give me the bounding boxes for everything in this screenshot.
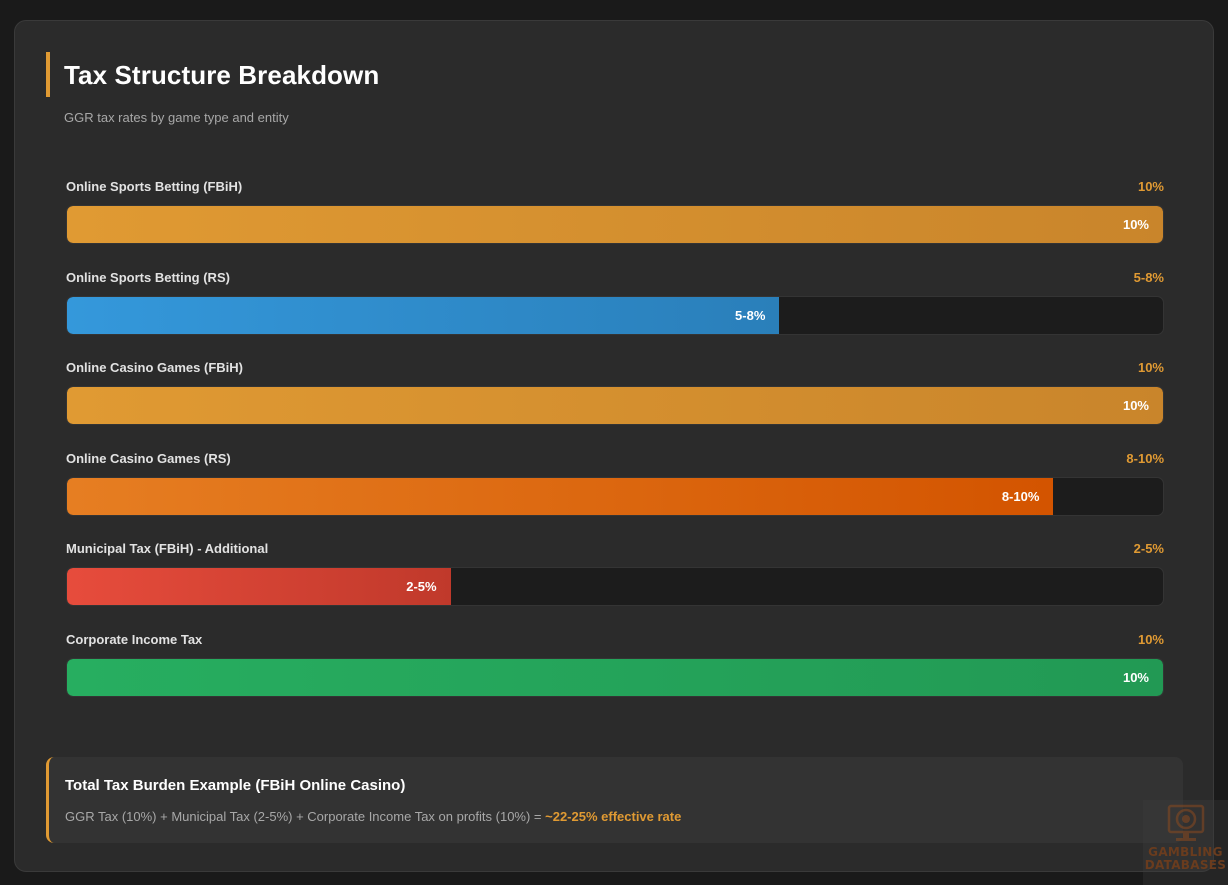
total-tax-burden-callout: Total Tax Burden Example (FBiH Online Ca… <box>46 757 1183 843</box>
tax-row-value: 10% <box>1137 179 1164 194</box>
bar-fill: 2-5% <box>67 568 451 606</box>
page-title: Tax Structure Breakdown <box>64 60 380 90</box>
bar-fill-label: 8-10% <box>1001 488 1040 504</box>
bar-track: 2-5% <box>66 567 1164 607</box>
bar-fill-label: 5-8% <box>735 307 766 323</box>
bar-track: 5-8% <box>66 295 1164 335</box>
bar-track: 10% <box>66 205 1164 244</box>
bar-fill-label: 10% <box>1122 398 1149 414</box>
bar-fill-label: 10% <box>1122 669 1149 685</box>
tax-row: Online Sports Betting (FBiH) 10% 10% <box>66 177 1164 268</box>
tax-row-value: 5-8% <box>1133 269 1164 285</box>
bar-track: 10% <box>66 657 1164 697</box>
bar-fill-label: 10% <box>1122 217 1149 232</box>
tax-row: Online Casino Games (FBiH) 10% 10% <box>66 358 1164 449</box>
tax-row-label: Corporate Income Tax <box>66 631 203 647</box>
tax-structure-card: Tax Structure Breakdown GGR tax rates by… <box>14 20 1214 872</box>
monitor-casino-chip-icon <box>1167 804 1204 841</box>
gambling-databases-watermark: GAMBLING DATABASES <box>1143 800 1228 885</box>
bar-fill: 10% <box>67 387 1163 425</box>
header-accent-bar <box>46 52 50 97</box>
bar-track: 8-10% <box>66 476 1164 516</box>
effective-rate-highlight: ~22-25% effective rate <box>545 809 682 824</box>
tax-row: Municipal Tax (FBiH) - Additional 2-5% 2… <box>66 539 1164 630</box>
tax-row-value: 10% <box>1137 631 1164 647</box>
tax-row-value: 2-5% <box>1133 541 1164 557</box>
bar-fill: 10% <box>67 206 1163 243</box>
tax-row-value: 8-10% <box>1126 450 1164 466</box>
tax-row: Online Casino Games (RS) 8-10% 8-10% <box>66 449 1164 540</box>
tax-bar-chart: Online Sports Betting (FBiH) 10% 10% Onl… <box>66 177 1164 721</box>
watermark-line2: DATABASES <box>1144 858 1227 872</box>
tax-row: Corporate Income Tax 10% 10% <box>66 630 1164 721</box>
tax-row-label: Online Sports Betting (RS) <box>66 269 230 285</box>
page-subtitle: GGR tax rates by game type and entity <box>64 110 289 125</box>
bar-fill: 5-8% <box>67 296 780 334</box>
tax-row-label: Online Sports Betting (FBiH) <box>66 179 243 194</box>
bar-fill: 10% <box>67 658 1163 696</box>
tax-row-label: Online Casino Games (RS) <box>66 450 231 466</box>
tax-row-value: 10% <box>1137 360 1164 376</box>
tax-row-label: Municipal Tax (FBiH) - Additional <box>66 541 269 557</box>
bar-fill: 8-10% <box>67 477 1054 515</box>
callout-text: GGR Tax (10%) + Municipal Tax (2-5%) + C… <box>65 809 681 824</box>
tax-row: Online Sports Betting (RS) 5-8% 5-8% <box>66 268 1164 359</box>
callout-formula: GGR Tax (10%) + Municipal Tax (2-5%) + C… <box>65 809 546 824</box>
tax-row-label: Online Casino Games (FBiH) <box>66 360 243 376</box>
watermark-line1: GAMBLING <box>1148 845 1223 859</box>
callout-title: Total Tax Burden Example (FBiH Online Ca… <box>65 777 406 794</box>
bar-fill-label: 2-5% <box>406 579 437 595</box>
bar-track: 10% <box>66 386 1164 426</box>
